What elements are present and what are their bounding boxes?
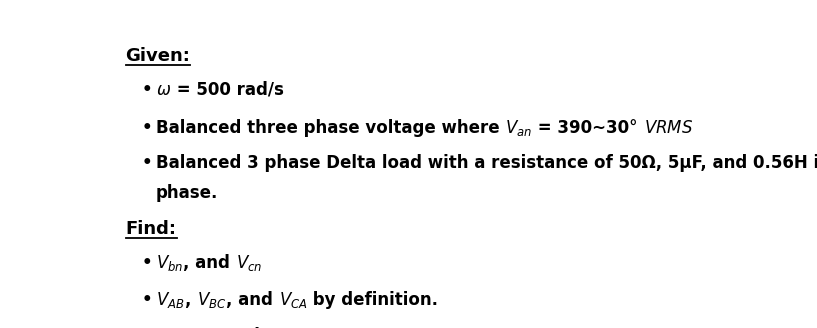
- Text: $VRMS$: $VRMS$: [644, 120, 693, 137]
- Text: Balanced three phase voltage where: Balanced three phase voltage where: [156, 119, 506, 137]
- Text: •: •: [141, 254, 152, 272]
- Text: •: •: [141, 81, 152, 99]
- Text: •: •: [141, 119, 152, 137]
- Text: Find:: Find:: [126, 220, 176, 238]
- Text: $I_{BC}$: $I_{BC}$: [190, 326, 213, 328]
- Text: $V_{an}$: $V_{an}$: [506, 118, 533, 138]
- Text: $V_{CA}$: $V_{CA}$: [279, 290, 307, 310]
- Text: •: •: [141, 327, 152, 328]
- Text: , and: , and: [213, 327, 266, 328]
- Text: ,: ,: [185, 291, 197, 309]
- Text: phase.: phase.: [156, 184, 218, 202]
- Text: $V_{bn}$: $V_{bn}$: [156, 253, 183, 273]
- Text: $I_{AB}$: $I_{AB}$: [156, 326, 178, 328]
- Text: $I_{CA}$: $I_{CA}$: [266, 326, 288, 328]
- Text: ,: ,: [178, 327, 190, 328]
- Text: , and: , and: [183, 254, 236, 272]
- Text: •: •: [141, 154, 152, 172]
- Text: $V_{AB}$: $V_{AB}$: [156, 290, 185, 310]
- Text: $\omega$: $\omega$: [156, 82, 171, 99]
- Text: $V_{BC}$: $V_{BC}$: [197, 290, 226, 310]
- Text: •: •: [141, 291, 152, 309]
- Text: Balanced 3 phase Delta load with a resistance of 50Ω, 5μF, and 0.56H in series i: Balanced 3 phase Delta load with a resis…: [156, 154, 817, 172]
- Text: by definition.: by definition.: [307, 291, 439, 309]
- Text: = 500 rad/s: = 500 rad/s: [171, 81, 284, 99]
- Text: , and: , and: [226, 291, 279, 309]
- Text: = 390∼30°: = 390∼30°: [533, 119, 644, 137]
- Text: Given:: Given:: [126, 47, 190, 65]
- Text: $V_{cn}$: $V_{cn}$: [236, 253, 262, 273]
